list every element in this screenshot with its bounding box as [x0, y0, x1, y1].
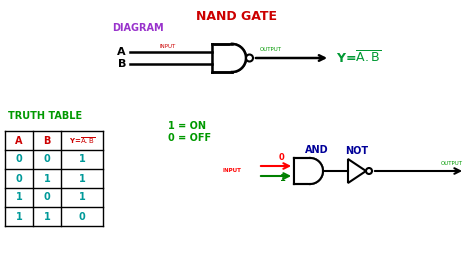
- Text: 0: 0: [44, 155, 50, 164]
- Text: 0: 0: [44, 193, 50, 202]
- Text: OUTPUT: OUTPUT: [441, 161, 463, 166]
- Text: 1: 1: [16, 211, 22, 222]
- Text: 0: 0: [279, 153, 285, 162]
- Text: B: B: [43, 135, 51, 146]
- Text: Y=$\overline{\rm A.B}$: Y=$\overline{\rm A.B}$: [336, 50, 381, 66]
- Text: 1: 1: [16, 193, 22, 202]
- Text: 1: 1: [79, 173, 85, 184]
- Text: 1: 1: [79, 155, 85, 164]
- Text: 1: 1: [44, 173, 50, 184]
- Text: TRUTH TABLE: TRUTH TABLE: [8, 111, 82, 121]
- Text: NOT: NOT: [346, 146, 369, 156]
- Text: 0: 0: [16, 173, 22, 184]
- Text: B: B: [118, 59, 126, 69]
- Text: A: A: [15, 135, 23, 146]
- Circle shape: [366, 168, 372, 174]
- Text: DIAGRAM: DIAGRAM: [112, 23, 164, 33]
- Polygon shape: [212, 44, 246, 72]
- Text: 0: 0: [79, 211, 85, 222]
- Text: 1: 1: [44, 211, 50, 222]
- Text: 1: 1: [279, 174, 285, 183]
- Text: AND: AND: [305, 145, 328, 155]
- Text: INPUT: INPUT: [223, 168, 241, 173]
- Circle shape: [246, 55, 253, 61]
- Text: 1: 1: [79, 193, 85, 202]
- Polygon shape: [294, 158, 323, 184]
- Text: INPUT: INPUT: [160, 44, 176, 49]
- Text: 0: 0: [16, 155, 22, 164]
- Text: A: A: [118, 47, 126, 57]
- Text: 1 = ON: 1 = ON: [168, 121, 206, 131]
- Text: Y=$\overline{\rm A.B}$: Y=$\overline{\rm A.B}$: [69, 135, 95, 146]
- Text: OUTPUT: OUTPUT: [260, 47, 282, 52]
- Text: NAND GATE: NAND GATE: [197, 10, 277, 23]
- Polygon shape: [348, 159, 366, 183]
- Text: 0 = OFF: 0 = OFF: [168, 133, 211, 143]
